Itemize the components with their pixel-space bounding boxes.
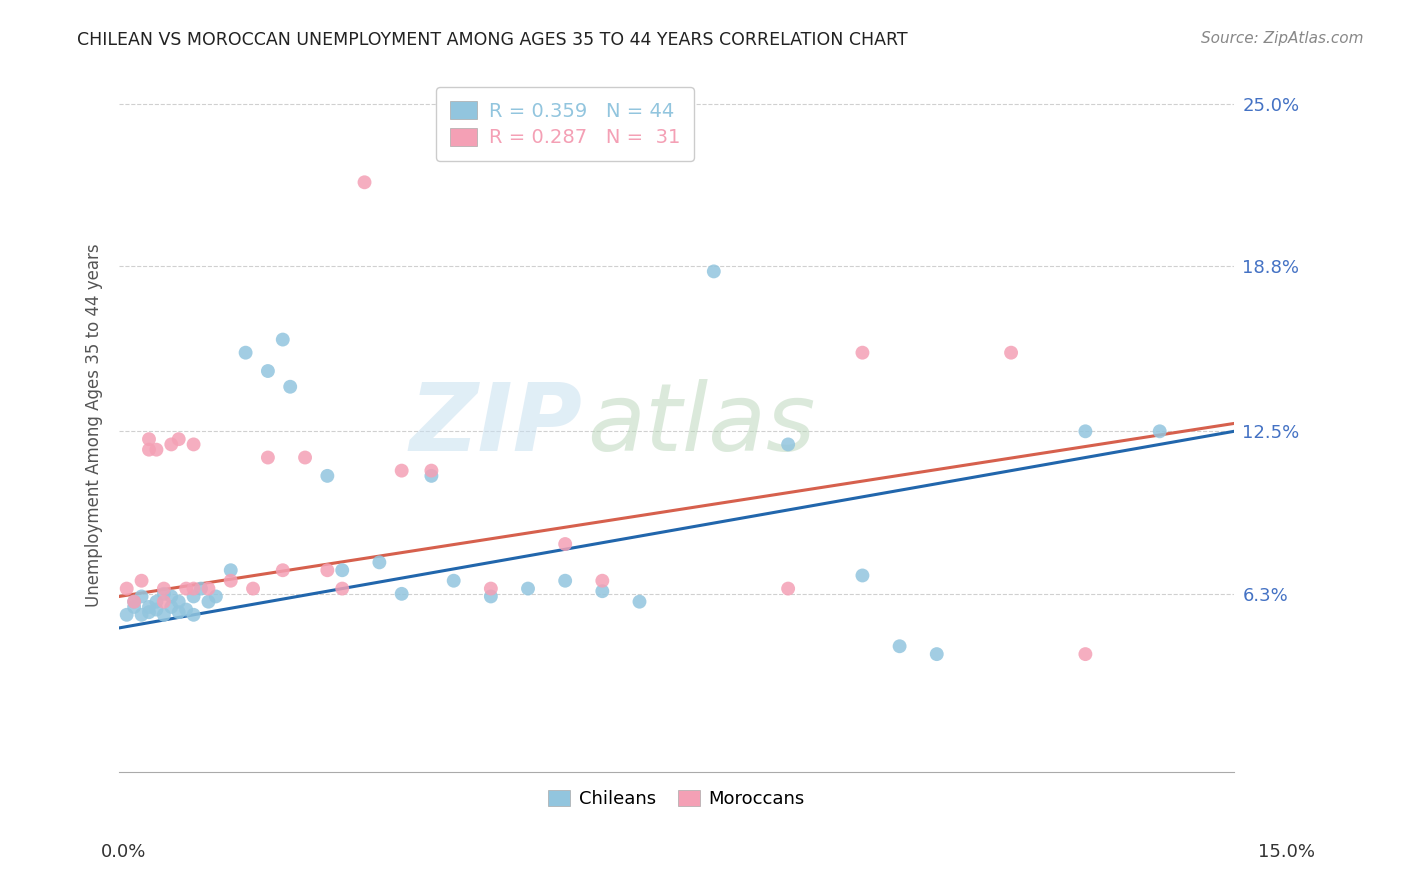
- Point: [115, 582, 138, 596]
- Point: [115, 607, 138, 622]
- Point: [153, 587, 176, 601]
- Point: [145, 442, 167, 457]
- Point: [183, 590, 205, 604]
- Point: [138, 442, 160, 457]
- Point: [420, 464, 443, 478]
- Point: [131, 590, 153, 604]
- Point: [420, 468, 443, 483]
- Point: [851, 568, 873, 582]
- Point: [391, 587, 413, 601]
- Text: CHILEAN VS MOROCCAN UNEMPLOYMENT AMONG AGES 35 TO 44 YEARS CORRELATION CHART: CHILEAN VS MOROCCAN UNEMPLOYMENT AMONG A…: [77, 31, 908, 49]
- Point: [197, 582, 219, 596]
- Point: [174, 582, 197, 596]
- Point: [174, 602, 197, 616]
- Point: [257, 450, 280, 465]
- Point: [167, 595, 190, 609]
- Text: 0.0%: 0.0%: [101, 843, 146, 861]
- Point: [703, 264, 725, 278]
- Point: [160, 599, 183, 614]
- Point: [554, 537, 576, 551]
- Point: [353, 175, 375, 189]
- Point: [190, 582, 212, 596]
- Point: [183, 607, 205, 622]
- Point: [479, 582, 502, 596]
- Point: [851, 345, 873, 359]
- Point: [160, 437, 183, 451]
- Point: [183, 437, 205, 451]
- Point: [778, 437, 800, 451]
- Point: [153, 595, 176, 609]
- Point: [479, 590, 502, 604]
- Point: [1000, 345, 1022, 359]
- Point: [205, 590, 228, 604]
- Point: [153, 607, 176, 622]
- Point: [330, 563, 353, 577]
- Point: [368, 555, 391, 569]
- Point: [591, 584, 613, 599]
- Point: [131, 607, 153, 622]
- Point: [122, 599, 145, 614]
- Point: [1074, 647, 1097, 661]
- Point: [628, 595, 651, 609]
- Point: [219, 574, 242, 588]
- Point: [219, 563, 242, 577]
- Point: [1074, 425, 1097, 439]
- Y-axis label: Unemployment Among Ages 35 to 44 years: Unemployment Among Ages 35 to 44 years: [86, 243, 103, 607]
- Point: [591, 574, 613, 588]
- Point: [138, 432, 160, 446]
- Point: [889, 640, 911, 654]
- Point: [925, 647, 948, 661]
- Text: 15.0%: 15.0%: [1257, 843, 1315, 861]
- Point: [242, 582, 264, 596]
- Legend: Chileans, Moroccans: Chileans, Moroccans: [541, 782, 813, 815]
- Point: [122, 595, 145, 609]
- Point: [391, 464, 413, 478]
- Point: [145, 602, 167, 616]
- Point: [316, 468, 339, 483]
- Point: [278, 380, 301, 394]
- Text: ZIP: ZIP: [409, 379, 582, 471]
- Point: [257, 364, 280, 378]
- Point: [138, 599, 160, 614]
- Point: [183, 582, 205, 596]
- Point: [330, 582, 353, 596]
- Text: Source: ZipAtlas.com: Source: ZipAtlas.com: [1201, 31, 1364, 46]
- Point: [778, 582, 800, 596]
- Point: [167, 432, 190, 446]
- Point: [271, 333, 294, 347]
- Point: [294, 450, 316, 465]
- Text: atlas: atlas: [588, 379, 815, 470]
- Point: [1149, 425, 1171, 439]
- Point: [131, 574, 153, 588]
- Point: [271, 563, 294, 577]
- Point: [554, 574, 576, 588]
- Point: [167, 605, 190, 619]
- Point: [517, 582, 540, 596]
- Point: [145, 595, 167, 609]
- Point: [443, 574, 465, 588]
- Point: [160, 590, 183, 604]
- Point: [197, 595, 219, 609]
- Point: [153, 582, 176, 596]
- Point: [316, 563, 339, 577]
- Point: [122, 595, 145, 609]
- Point: [138, 605, 160, 619]
- Point: [235, 345, 257, 359]
